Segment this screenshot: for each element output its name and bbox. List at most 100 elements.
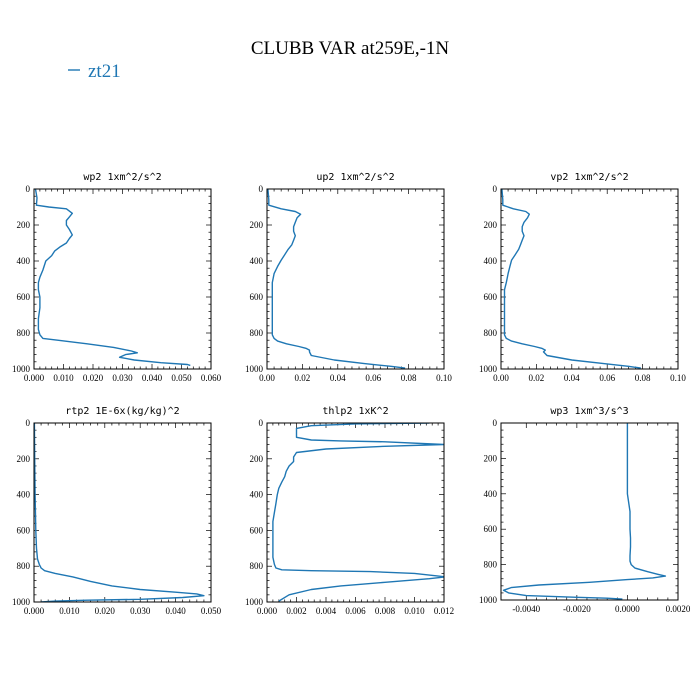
y-tick-label: 600	[17, 525, 31, 535]
x-tick-label: -0.0020	[563, 604, 591, 614]
plot-frame	[33, 188, 212, 370]
x-tick-label: 0.02	[295, 373, 311, 383]
y-tick-label: 400	[17, 490, 31, 500]
chart-panel-5: thlp2 1xK^2 0.000 0.002 0.004 0.006 0.008 0.01…	[245, 406, 454, 616]
plot-frame	[500, 188, 679, 370]
y-tick-label: 800	[250, 328, 264, 338]
y-tick-label: 0	[493, 418, 498, 428]
legend: zt21	[68, 61, 121, 82]
y-tick-label: 200	[250, 220, 264, 230]
y-tick-label: 0	[259, 418, 264, 428]
x-tick-label: 0.00	[259, 373, 275, 383]
x-tick-label: 0.06	[599, 373, 615, 383]
plot-frame	[500, 422, 679, 601]
x-tick-label: 0.050	[201, 606, 222, 616]
x-tick-label: 0.060	[201, 373, 222, 383]
y-tick-label: 400	[250, 256, 264, 266]
x-tick-label: 0.000	[24, 373, 45, 383]
x-tick-label: 0.10	[436, 373, 452, 383]
y-tick-label: 1000	[245, 597, 264, 607]
series-line	[272, 423, 444, 602]
panel-title: wp3 1xm^3/s^3	[550, 406, 628, 417]
x-tick-label: 0.002	[286, 606, 306, 616]
y-tick-label: 800	[17, 328, 31, 338]
x-tick-label: 0.012	[434, 606, 454, 616]
y-tick-label: 200	[250, 454, 264, 464]
x-tick-label: 0.008	[375, 606, 396, 616]
x-tick-label: 0.030	[112, 373, 133, 383]
x-tick-label: 0.000	[24, 606, 45, 616]
y-tick-label: 0	[259, 184, 264, 194]
x-tick-label: 0.020	[95, 606, 116, 616]
x-tick-label: 0.04	[564, 373, 580, 383]
y-tick-label: 600	[17, 292, 31, 302]
panel-title: up2 1xm^2/s^2	[316, 172, 394, 183]
x-tick-label: 0.06	[365, 373, 381, 383]
x-tick-label: 0.10	[670, 373, 686, 383]
x-tick-label: -0.0040	[512, 604, 540, 614]
x-tick-label: 0.0020	[666, 604, 691, 614]
y-tick-label: 0	[26, 184, 31, 194]
chart-panel-4: rtp2 1E-6x(kg/kg)^2 0.000 0.010 0.020 0.030 0…	[12, 406, 222, 616]
plot-frame	[266, 188, 445, 370]
y-tick-label: 200	[484, 453, 498, 463]
y-tick-label: 800	[484, 328, 498, 338]
y-tick-label: 600	[250, 292, 264, 302]
x-tick-label: 0.030	[130, 606, 151, 616]
y-tick-label: 400	[250, 490, 264, 500]
plot-frame	[266, 422, 445, 603]
panel-title: thlp2 1xK^2	[322, 406, 388, 417]
y-tick-label: 1000	[479, 595, 498, 605]
y-tick-label: 1000	[12, 364, 31, 374]
x-tick-label: 0.020	[83, 373, 104, 383]
y-tick-label: 200	[17, 454, 31, 464]
x-tick-label: 0.00	[493, 373, 509, 383]
series-line	[34, 423, 205, 602]
plot-frame	[33, 422, 212, 603]
y-tick-label: 1000	[479, 364, 498, 374]
figure-title: CLUBB VAR at259E,-1N	[251, 38, 450, 59]
series-line	[267, 189, 406, 369]
x-tick-label: 0.004	[316, 606, 337, 616]
x-tick-label: 0.010	[404, 606, 425, 616]
x-tick-label: 0.050	[171, 373, 192, 383]
y-tick-label: 800	[17, 561, 31, 571]
x-tick-label: 0.010	[53, 373, 74, 383]
y-tick-label: 600	[484, 292, 498, 302]
x-tick-label: 0.08	[401, 373, 417, 383]
y-tick-label: 600	[250, 525, 264, 535]
x-tick-label: 0.006	[345, 606, 366, 616]
y-tick-label: 0	[493, 184, 498, 194]
series-line	[501, 189, 641, 369]
series-line	[34, 189, 191, 367]
x-tick-label: 0.04	[330, 373, 346, 383]
x-tick-label: 0.010	[59, 606, 80, 616]
chart-panel-2: up2 1xm^2/s^2 0.00 0.02 0.04 0.06 0.08 0.10 0 20…	[245, 172, 452, 383]
y-tick-label: 0	[26, 418, 31, 428]
panels: wp2 1xm^2/s^20.000 0.010 0.020 0.030 0.040 0.…	[12, 172, 691, 616]
series-line	[502, 423, 667, 600]
panel-title: wp2 1xm^2/s^2	[83, 172, 161, 183]
y-tick-label: 400	[17, 256, 31, 266]
x-tick-label: 0.000	[257, 606, 278, 616]
panel-title: vp2 1xm^2/s^2	[550, 172, 628, 183]
chart-panel-3: vp2 1xm^2/s^2 0.00 0.02 0.04 0.06 0.08 0.10 0 20…	[479, 172, 686, 383]
panel-title: rtp2 1E-6x(kg/kg)^2	[65, 406, 179, 417]
y-tick-label: 600	[484, 524, 498, 534]
y-tick-label: 1000	[12, 597, 31, 607]
y-tick-label: 200	[484, 220, 498, 230]
y-tick-label: 800	[250, 561, 264, 571]
x-tick-label: 0.0000	[615, 604, 640, 614]
legend-label: zt21	[88, 61, 121, 82]
chart-panel-1: wp2 1xm^2/s^2 0.000 0.010 0.020 0.030 0.040 0.…	[12, 172, 222, 383]
x-tick-label: 0.040	[165, 606, 186, 616]
y-tick-label: 1000	[245, 364, 264, 374]
x-tick-label: 0.08	[635, 373, 651, 383]
y-tick-label: 400	[484, 256, 498, 266]
y-tick-label: 800	[484, 560, 498, 570]
y-tick-label: 400	[484, 489, 498, 499]
chart-panel-6: wp3 1xm^3/s^3 -0.0040 -0.0020 0.0000 0.0020 0…	[479, 406, 691, 614]
x-tick-label: 0.040	[142, 373, 163, 383]
y-tick-label: 200	[17, 220, 31, 230]
